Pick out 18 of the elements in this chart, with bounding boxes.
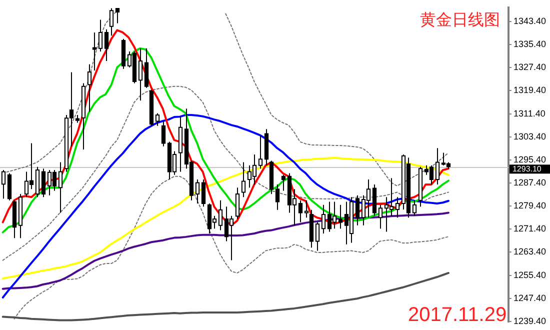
y-tick-label: 1319.40 bbox=[513, 85, 546, 96]
annotation: 2017.11.29 bbox=[408, 304, 507, 327]
y-tick-label: 1311.40 bbox=[513, 108, 546, 118]
y-tick-label: 1263.40 bbox=[513, 246, 546, 257]
y-tick-label: 1303.40 bbox=[513, 131, 546, 142]
y-tick-label: 1295.40 bbox=[513, 154, 546, 164]
y-tick-label: 1279.40 bbox=[513, 200, 546, 211]
y-tick-label: 1271.40 bbox=[513, 224, 546, 234]
line-series bbox=[2, 86, 449, 261]
y-tick-label: 1247.40 bbox=[513, 292, 546, 303]
ref-line-label: 1293.10 bbox=[512, 164, 542, 174]
y-tick-label: 1239.40 bbox=[513, 316, 546, 326]
y-tick-label: 1343.40 bbox=[513, 16, 546, 26]
y-tick-label: 1255.40 bbox=[513, 270, 546, 280]
y-tick-label: 1335.40 bbox=[513, 39, 546, 50]
y-tick-label: 1327.40 bbox=[513, 62, 546, 72]
chart-title: 黄金日线图 bbox=[420, 10, 500, 31]
y-tick-label: 1287.40 bbox=[513, 177, 546, 188]
